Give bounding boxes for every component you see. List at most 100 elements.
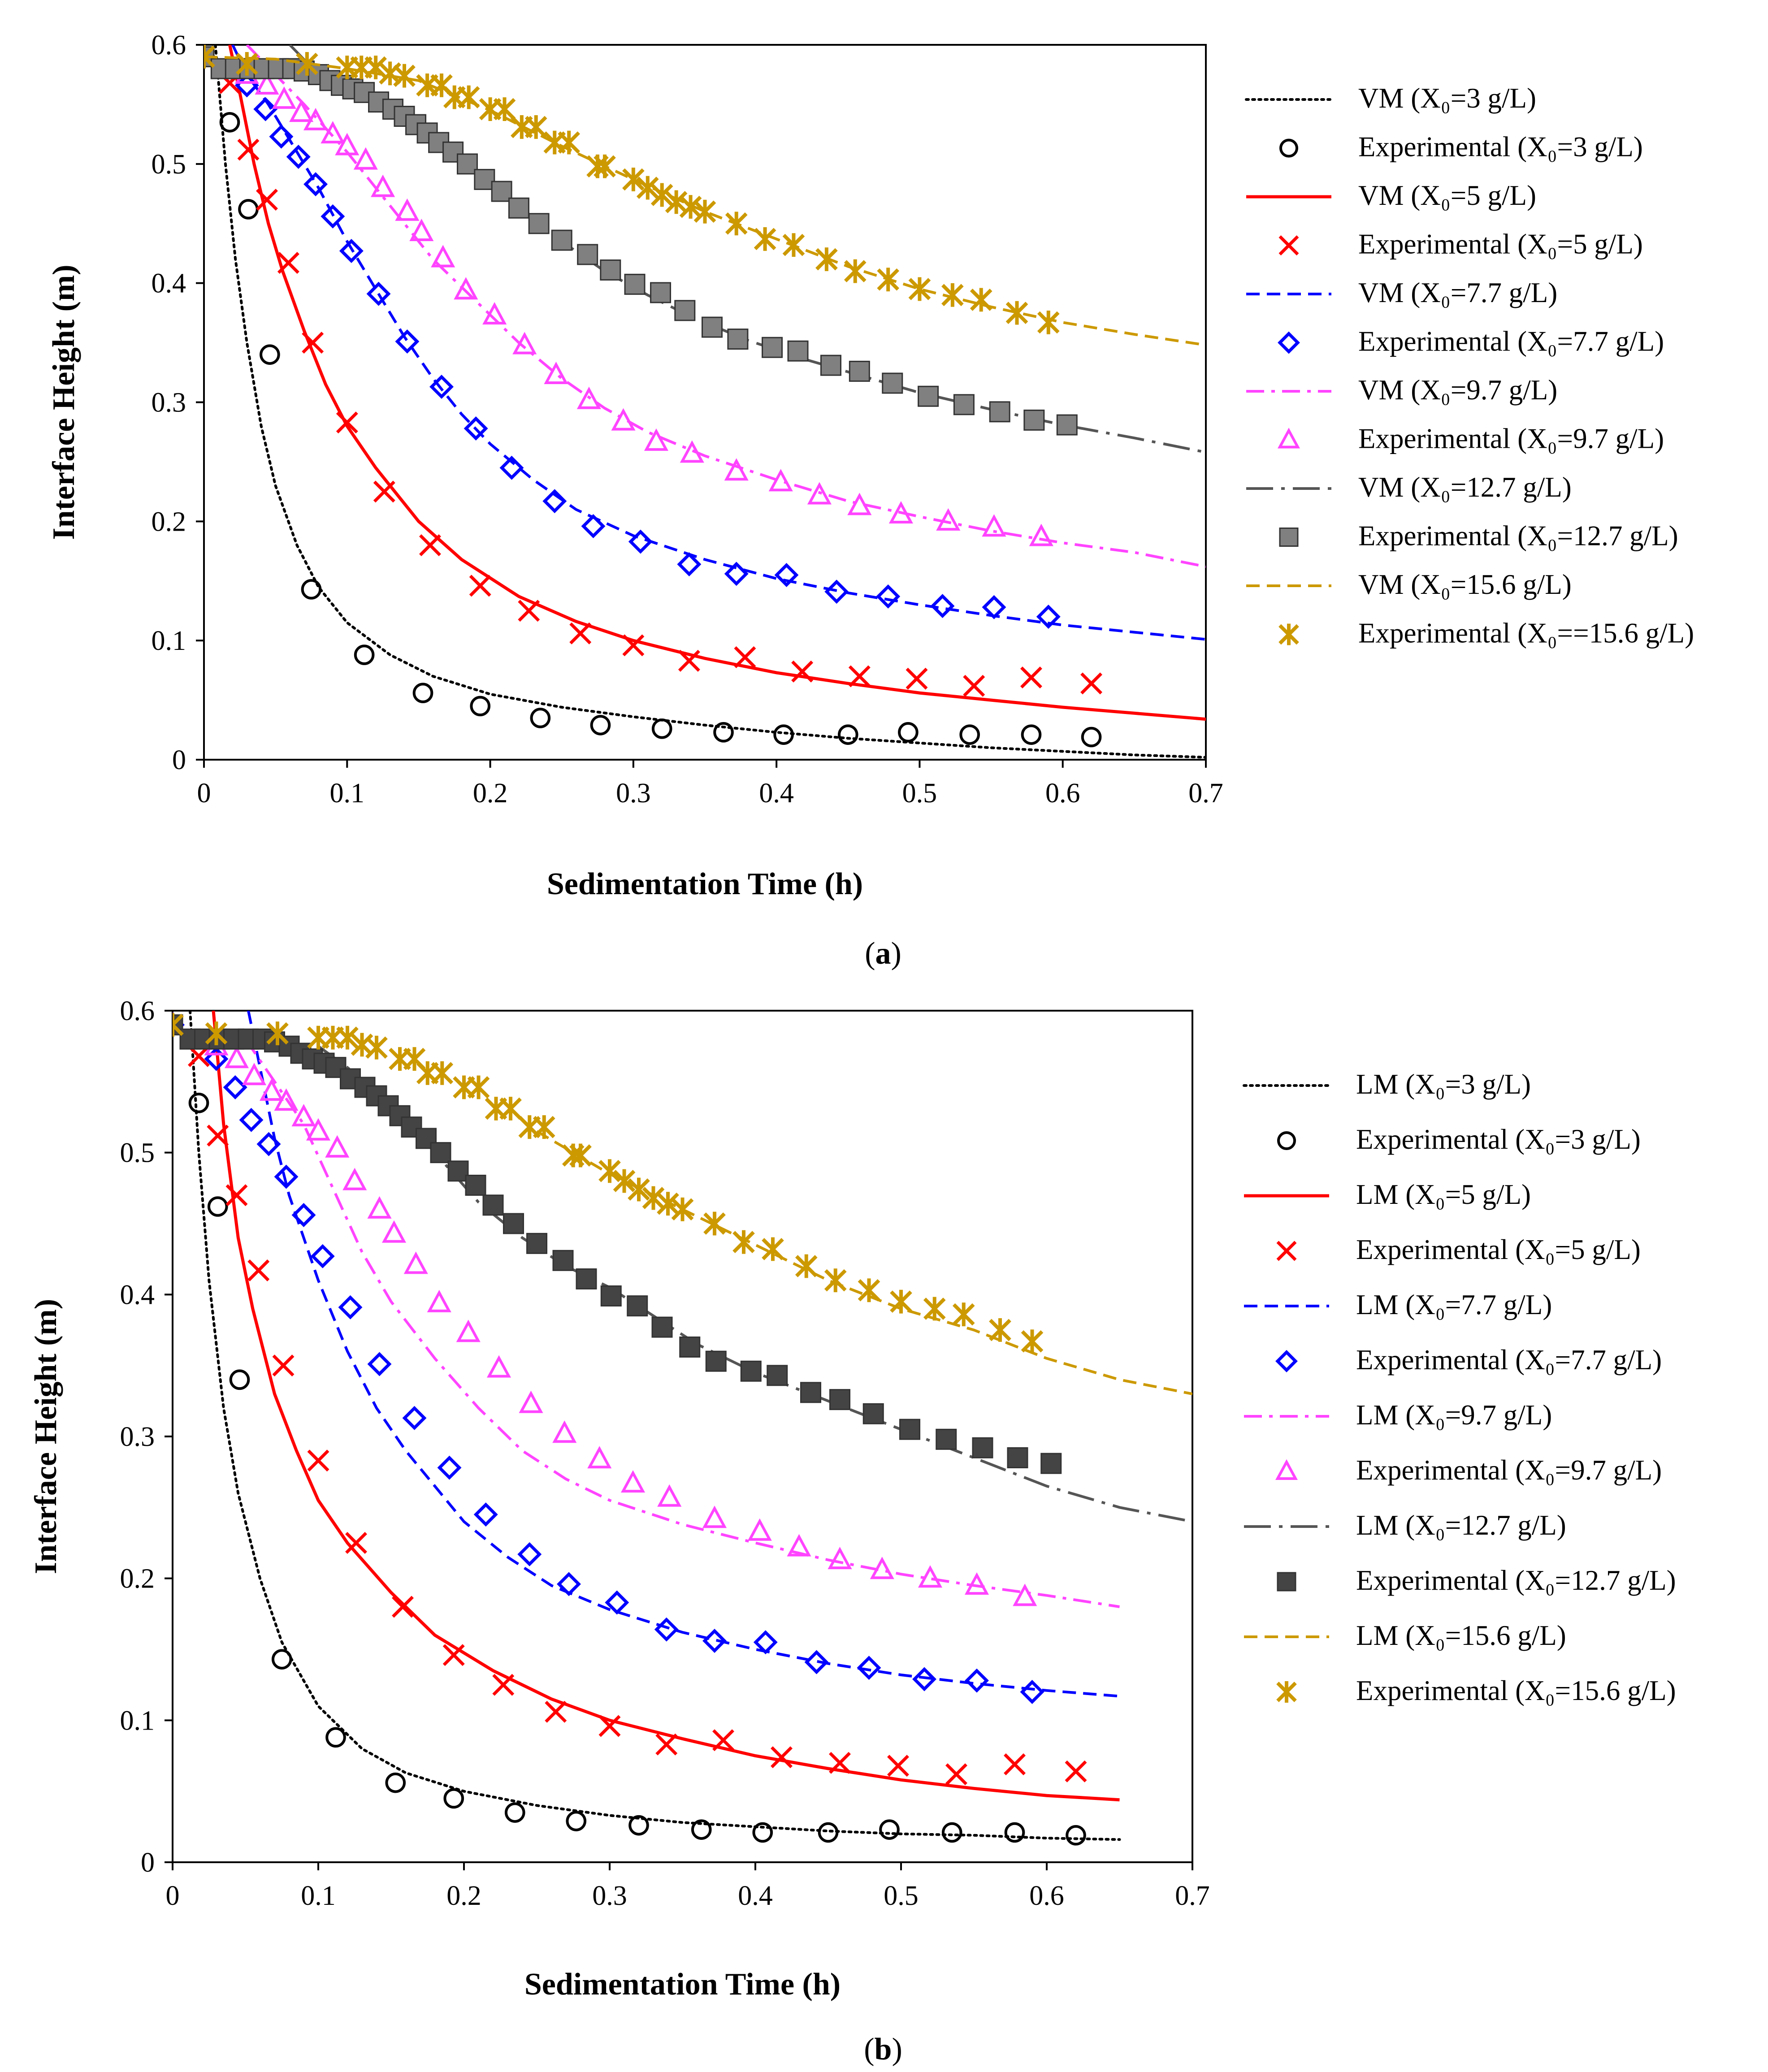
x-tick-label: 0.5 bbox=[884, 1881, 919, 1911]
series-5-marker-14 bbox=[557, 1572, 581, 1596]
series-1-marker-3 bbox=[260, 344, 280, 365]
series-11-marker-25 bbox=[693, 199, 716, 224]
legend: LM (X₀=3 g/L) Experimental (X₀=3 g/L) LM (… bbox=[1243, 1068, 1676, 1706]
series-9-marker-42 bbox=[1056, 414, 1078, 436]
series-1-marker-13 bbox=[818, 1822, 839, 1843]
series-9-marker-33 bbox=[762, 337, 783, 358]
series-1-marker-8 bbox=[530, 708, 551, 728]
series-3-marker-2 bbox=[256, 189, 278, 211]
x-tick-label: 0.2 bbox=[473, 778, 508, 809]
series-7-marker-23 bbox=[807, 482, 832, 505]
series-1-marker-5 bbox=[354, 645, 375, 665]
legend-label: Experimental (X₀=12.7 g/L) bbox=[1356, 1565, 1676, 1596]
series-5-marker-8 bbox=[366, 281, 391, 306]
series-line-4 bbox=[231, 45, 1206, 641]
series-7-marker-20 bbox=[680, 440, 704, 463]
series-1-marker-7 bbox=[443, 1788, 464, 1809]
series-5-marker-18 bbox=[753, 1630, 778, 1655]
series-3-marker-15 bbox=[829, 1752, 851, 1774]
series-5-marker-12 bbox=[499, 455, 524, 480]
series-7-marker-7 bbox=[306, 1118, 331, 1141]
series-11-marker-31 bbox=[858, 1278, 880, 1302]
series-11-marker-15 bbox=[499, 1097, 522, 1120]
series-11-marker-2 bbox=[266, 1021, 289, 1046]
series-9-marker-25 bbox=[526, 1233, 547, 1254]
legend-label: Experimental (X₀=12.7 g/L) bbox=[1358, 520, 1678, 552]
series-7-marker-24 bbox=[828, 1547, 852, 1570]
series-3-marker-19 bbox=[1065, 1760, 1087, 1782]
series-11-marker-5 bbox=[336, 1025, 359, 1050]
y-tick-label: 0.1 bbox=[120, 1705, 155, 1736]
series-5-marker-16 bbox=[654, 1617, 679, 1642]
series-5-marker-23 bbox=[1036, 605, 1061, 629]
series-7-marker-25 bbox=[870, 1557, 894, 1579]
x-tick-label: 0.7 bbox=[1175, 1881, 1210, 1911]
series-7-marker-19 bbox=[620, 1470, 646, 1493]
series-7-marker-11 bbox=[381, 1220, 407, 1243]
y-tick-label: 0.3 bbox=[120, 1422, 155, 1452]
series-7-marker-6 bbox=[321, 121, 345, 143]
series-11-marker-35 bbox=[1005, 301, 1028, 325]
series-11-marker-7 bbox=[393, 64, 416, 88]
legend-label: Experimental (X₀=5 g/L) bbox=[1358, 229, 1643, 260]
series-5-marker-13 bbox=[517, 1542, 542, 1566]
x-axis-title: Sedimentation Time (h) bbox=[547, 867, 863, 901]
legend-swatch-marker bbox=[1277, 1131, 1296, 1150]
legend-swatch-marker bbox=[1277, 1572, 1296, 1592]
series-3-marker-16 bbox=[887, 1755, 909, 1777]
series-7-marker-3 bbox=[242, 1063, 267, 1086]
series-5-marker-16 bbox=[677, 552, 702, 576]
series-5-marker-17 bbox=[702, 1629, 727, 1653]
series-5-marker-21 bbox=[912, 1667, 936, 1691]
legend-swatch-marker bbox=[1275, 1350, 1298, 1372]
legend-swatch-marker bbox=[1278, 623, 1299, 645]
series-3-marker-8 bbox=[442, 1644, 465, 1666]
y-tick-label: 0 bbox=[141, 1847, 155, 1878]
series-line-0 bbox=[189, 1011, 1121, 1841]
series-11-marker-0 bbox=[204, 45, 215, 69]
series-5-marker-21 bbox=[930, 594, 955, 619]
series-3-marker-8 bbox=[469, 575, 491, 597]
series-1-marker-3 bbox=[229, 1369, 250, 1390]
series-11-marker-7 bbox=[365, 1035, 388, 1060]
series-11-marker-22 bbox=[650, 183, 673, 207]
series-7-marker-14 bbox=[482, 302, 507, 325]
series-1-marker-6 bbox=[385, 1772, 406, 1793]
series-9-marker-32 bbox=[705, 1350, 727, 1372]
series-11-marker-17 bbox=[533, 1115, 555, 1139]
series-7-marker-23 bbox=[787, 1534, 811, 1557]
x-tick-label: 0 bbox=[166, 1881, 180, 1911]
plot-area-frame bbox=[203, 44, 1207, 761]
series-9-marker-24 bbox=[528, 213, 550, 234]
series-7-marker-17 bbox=[576, 386, 601, 409]
series-9-marker-27 bbox=[576, 1268, 597, 1289]
series-1-marker-14 bbox=[898, 722, 919, 743]
series-3-marker-9 bbox=[492, 1674, 515, 1696]
series-7-marker-21 bbox=[702, 1505, 727, 1528]
panel-label: (a) bbox=[865, 936, 901, 971]
series-3-marker-9 bbox=[518, 600, 540, 622]
y-tick-label: 0.2 bbox=[120, 1564, 155, 1594]
series-9-marker-38 bbox=[918, 385, 939, 407]
legend-swatch-marker bbox=[1278, 235, 1299, 255]
series-5-marker-14 bbox=[581, 514, 606, 538]
series-3-marker-12 bbox=[655, 1733, 678, 1756]
legend-label: Experimental (X₀=7.7 g/L) bbox=[1358, 326, 1664, 357]
x-tick-label: 0.2 bbox=[446, 1881, 481, 1911]
series-7-marker-5 bbox=[303, 108, 328, 130]
series-11-marker-34 bbox=[952, 1302, 975, 1327]
series-7-marker-11 bbox=[409, 218, 434, 241]
series-3-marker-13 bbox=[712, 1729, 734, 1752]
series-11-marker-19 bbox=[594, 154, 616, 178]
legend-swatch-marker bbox=[1275, 1459, 1298, 1480]
series-5-marker-10 bbox=[402, 1406, 427, 1430]
series-3-marker-14 bbox=[791, 660, 814, 683]
series-1-marker-12 bbox=[752, 1822, 773, 1843]
series-7-marker-2 bbox=[255, 72, 279, 95]
series-9-marker-31 bbox=[701, 316, 723, 338]
series-9-marker-20 bbox=[456, 153, 478, 175]
series-layer bbox=[204, 45, 1206, 759]
series-7-marker-4 bbox=[289, 99, 314, 122]
series-1-marker-5 bbox=[325, 1727, 346, 1748]
